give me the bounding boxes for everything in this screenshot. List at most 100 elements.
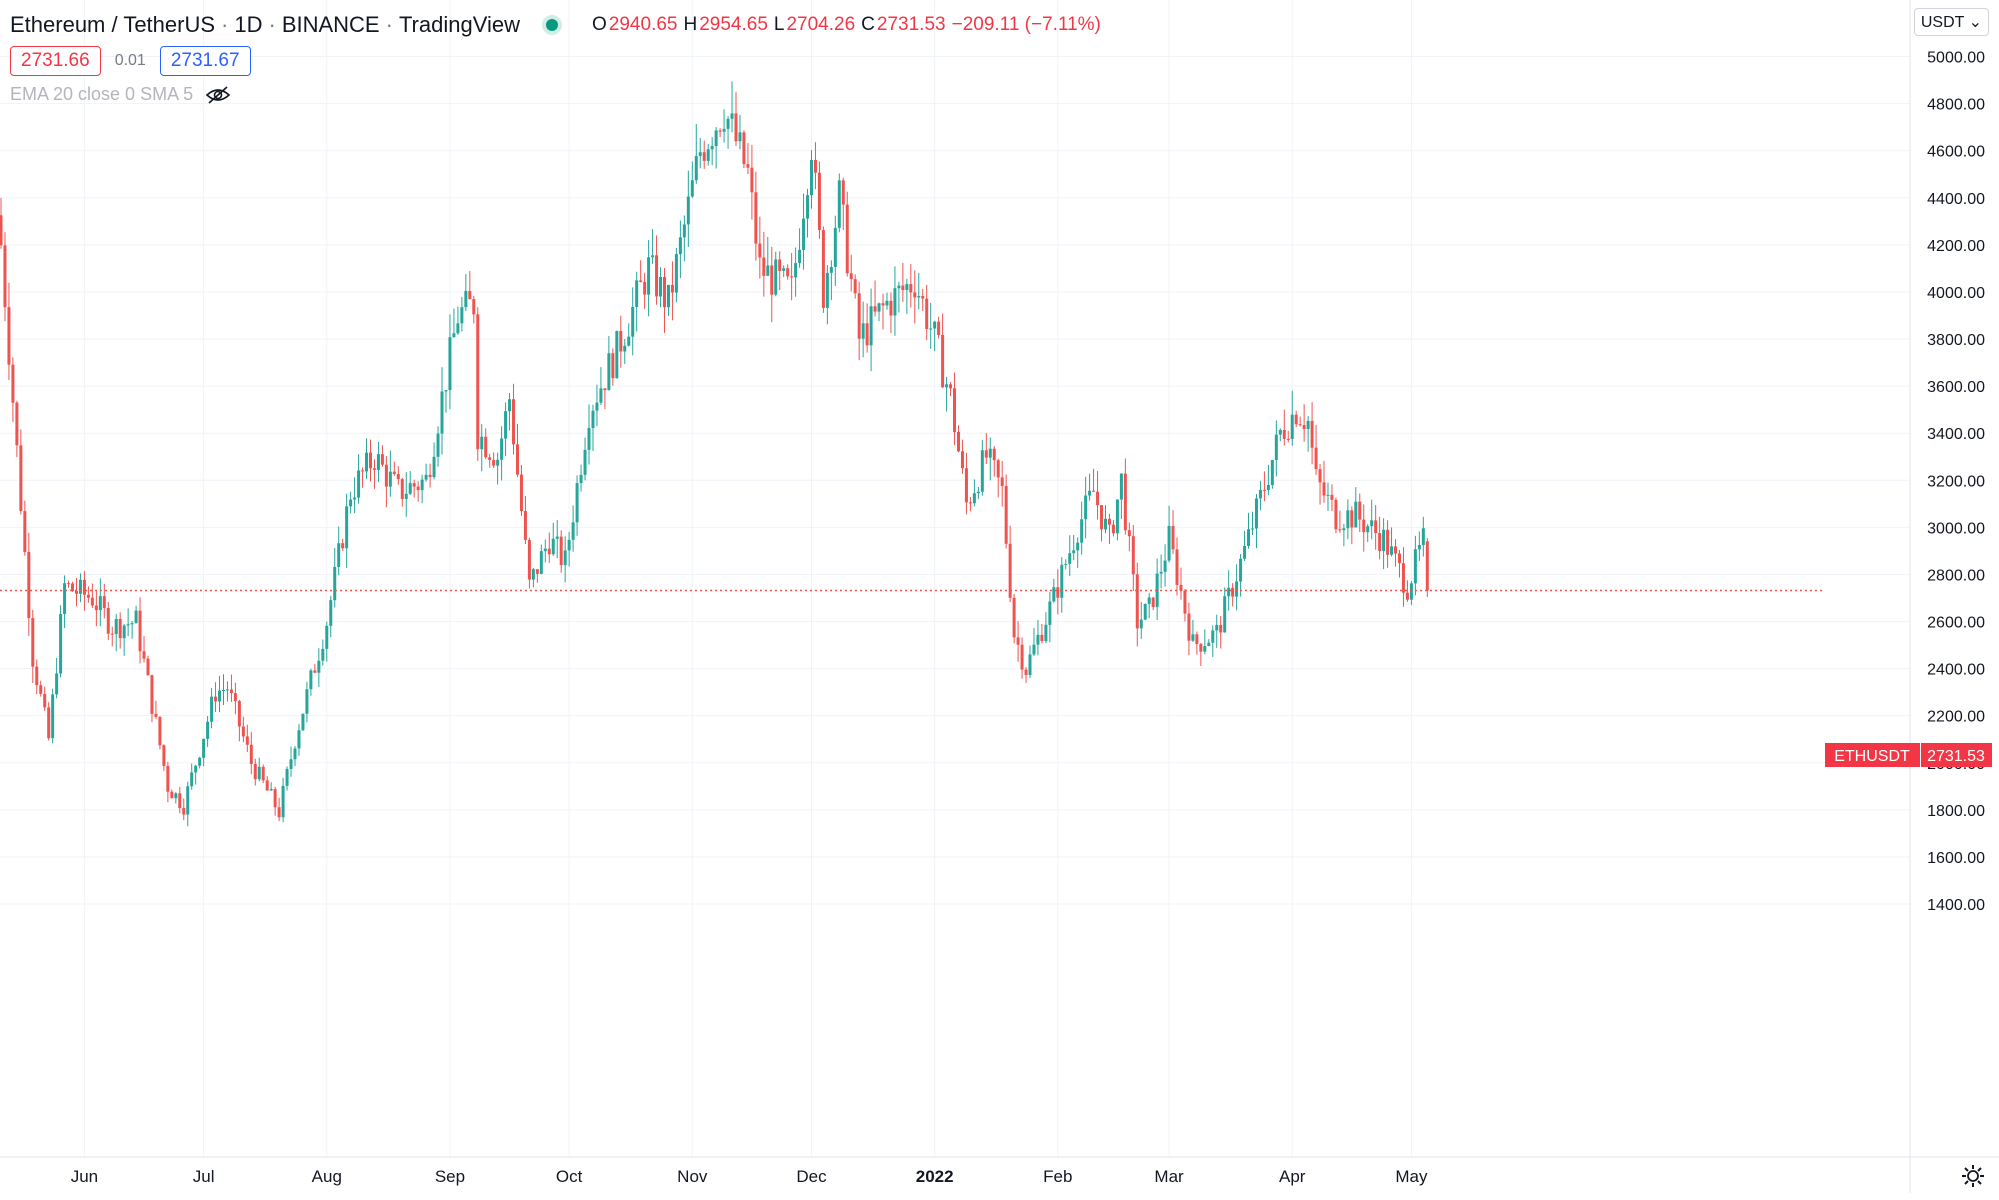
candle-body <box>1040 634 1044 642</box>
candle-body <box>23 511 27 552</box>
candle-body <box>59 613 63 674</box>
candle-body <box>603 388 607 391</box>
candle-body <box>345 506 349 549</box>
time-tick-label: Aug <box>312 1167 342 1186</box>
candle-body <box>1334 499 1338 530</box>
candle-body <box>1028 654 1032 675</box>
candle-body <box>794 263 798 278</box>
sell-price-button[interactable]: 2731.66 <box>10 46 101 76</box>
candle-body <box>929 328 933 330</box>
candle-body <box>937 321 941 335</box>
buy-price-button[interactable]: 2731.67 <box>159 46 251 76</box>
candle-body <box>1092 490 1096 492</box>
candle-body <box>11 364 15 403</box>
candle-body <box>158 716 162 746</box>
candle-body <box>333 566 337 601</box>
candle-body <box>1239 558 1243 582</box>
candle-body <box>1397 553 1401 564</box>
close-value: C 2731.53 <box>861 14 946 35</box>
candle-body <box>551 538 555 555</box>
candle-body <box>583 449 587 475</box>
candle-body <box>579 474 583 484</box>
price-tick-label: 3600.00 <box>1927 379 1985 396</box>
candle-body <box>1056 587 1060 598</box>
candle-body <box>941 334 945 388</box>
candle-body <box>655 255 659 297</box>
candle-body <box>662 276 666 308</box>
currency-dropdown[interactable]: USDT ⌄ <box>1913 8 1989 36</box>
candle-body <box>253 763 257 780</box>
candle-body <box>1187 613 1191 641</box>
price-tick-label: 3000.00 <box>1927 520 1985 537</box>
market-status-icon[interactable] <box>546 19 559 31</box>
candle-body <box>933 321 937 329</box>
candle-body <box>265 780 269 791</box>
candle-body <box>980 450 984 492</box>
price-tick-label: 1800.00 <box>1927 803 1985 820</box>
candle-body <box>452 333 456 338</box>
candle-body <box>809 159 813 196</box>
candle-body <box>670 284 674 293</box>
candle-body <box>571 522 575 540</box>
candle-body <box>825 272 829 308</box>
symbol-title[interactable]: Ethereum / TetherUS <box>10 12 216 37</box>
candle-body <box>833 227 837 267</box>
time-tick-label: Feb <box>1043 1167 1072 1186</box>
candle-body <box>1374 520 1378 534</box>
candle-body <box>1060 564 1064 598</box>
candle-body <box>1298 424 1302 426</box>
price-tick-label: 5000.00 <box>1927 50 1985 67</box>
candle-body <box>82 579 86 595</box>
candle-body <box>146 658 150 676</box>
candle-body <box>225 689 229 691</box>
gear-icon[interactable] <box>1961 1164 1985 1188</box>
candle-body <box>496 459 500 466</box>
time-tick-label: 2022 <box>916 1167 954 1186</box>
candle-body <box>1052 587 1056 602</box>
candle-body <box>865 323 869 346</box>
candle-body <box>202 738 206 758</box>
candle-body <box>917 296 921 298</box>
candle-body <box>1199 644 1203 652</box>
candle-body <box>1072 550 1076 554</box>
candle-body <box>178 793 182 809</box>
symbol-legend: Ethereum / TetherUS · 1D · BINANCE · Tra… <box>10 10 1101 40</box>
candle-body <box>639 280 643 282</box>
candle-body <box>1394 546 1398 554</box>
candle-body <box>488 457 492 460</box>
candle-body <box>1203 646 1207 652</box>
candle-body <box>1235 581 1239 597</box>
candles <box>0 81 1429 827</box>
candle-body <box>1068 553 1072 564</box>
candle-body <box>456 323 460 334</box>
candle-body <box>845 204 849 274</box>
candle-body <box>1143 603 1147 620</box>
candle-body <box>464 290 468 308</box>
eye-crossed-icon[interactable] <box>205 85 231 105</box>
candle-body <box>1207 642 1211 647</box>
candle-body <box>349 499 353 507</box>
candle-body <box>555 536 559 539</box>
candle-body <box>500 438 504 460</box>
candle-body <box>392 471 396 474</box>
candle-body <box>273 789 277 808</box>
candle-body <box>1175 549 1179 585</box>
candle-body <box>615 331 619 379</box>
candle-body <box>416 486 420 491</box>
candle-body <box>1219 624 1223 633</box>
candle-body <box>956 432 960 452</box>
candle-body <box>249 744 253 764</box>
candle-body <box>1008 543 1012 598</box>
candle-body <box>802 218 806 250</box>
interval-label[interactable]: 1D <box>234 12 263 37</box>
candle-body <box>15 402 19 446</box>
candle-body <box>996 460 1000 478</box>
candle-body <box>1286 438 1290 440</box>
candle-body <box>1425 541 1429 591</box>
candle-body <box>86 594 90 598</box>
candle-body <box>1338 529 1342 531</box>
candle-body <box>1417 545 1421 550</box>
candle-body <box>337 543 341 567</box>
indicator-legend[interactable]: EMA 20 close 0 SMA 5 <box>10 84 1101 105</box>
